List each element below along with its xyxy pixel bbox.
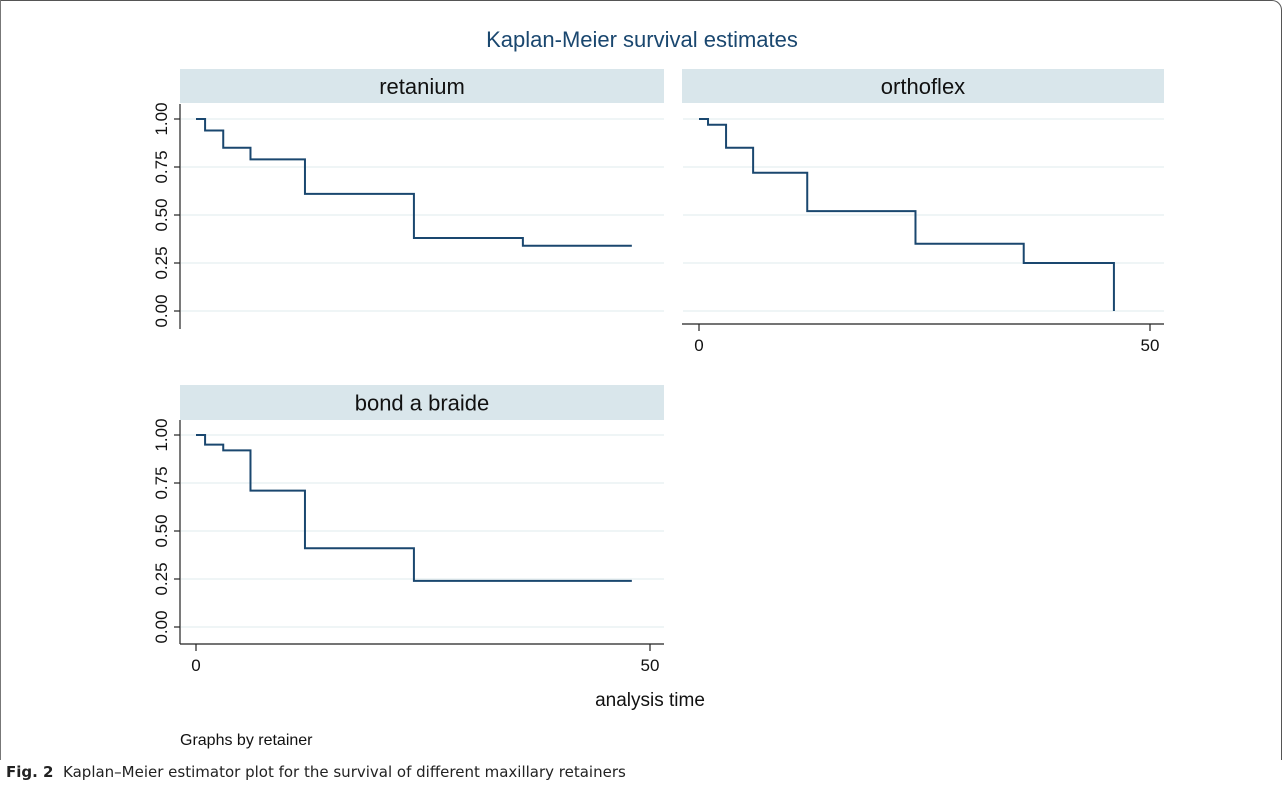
panel-orthoflex: orthoflex 0 50	[682, 69, 1164, 355]
caption-text: Kaplan–Meier estimator plot for the surv…	[63, 763, 626, 781]
panel-title: retanium	[379, 74, 465, 99]
y-tick-label: 0.50	[152, 514, 171, 547]
x-tick-label: 0	[191, 656, 200, 675]
x-axis-title: analysis time	[595, 690, 705, 711]
y-tick-label: 0.75	[152, 150, 171, 183]
y-tick-label: 0.75	[152, 466, 171, 499]
caption-label: Fig. 2	[6, 763, 54, 781]
x-tick-label: 0	[694, 336, 703, 355]
y-tick-label: 0.00	[152, 610, 171, 643]
y-tick-label: 0.00	[152, 294, 171, 327]
x-tick-label: 50	[1141, 336, 1160, 355]
y-tick-label: 0.25	[152, 562, 171, 595]
panel-header	[180, 385, 664, 420]
y-tick-label: 0.50	[152, 198, 171, 231]
panel-title: orthoflex	[881, 74, 965, 99]
y-tick-label: 1.00	[152, 102, 171, 135]
figure-caption: Fig. 2 Kaplan–Meier estimator plot for t…	[6, 763, 626, 781]
chart-title: Kaplan-Meier survival estimates	[486, 27, 798, 52]
x-tick-label: 50	[641, 656, 660, 675]
panel-header	[682, 69, 1164, 103]
y-tick-label: 1.00	[152, 418, 171, 451]
km-chart: Kaplan-Meier survival estimates retanium 0…	[152, 27, 1164, 749]
panel-bond-a-braide: bond a braide 0.00 0.25 0.50 0.75 1.00 0 50	[152, 385, 664, 675]
graphs-by-note: Graphs by retainer	[180, 732, 313, 749]
panel-title: bond a braide	[355, 391, 490, 416]
km-step-line	[196, 118, 632, 247]
km-step-line	[196, 434, 632, 582]
km-step-line	[699, 118, 1115, 311]
panel-retanium: retanium 0.00 0.25 0.50 0.75 1.00	[152, 69, 664, 329]
figure-frame	[0, 0, 1282, 760]
panel-header	[180, 69, 664, 103]
y-tick-label: 0.25	[152, 246, 171, 279]
